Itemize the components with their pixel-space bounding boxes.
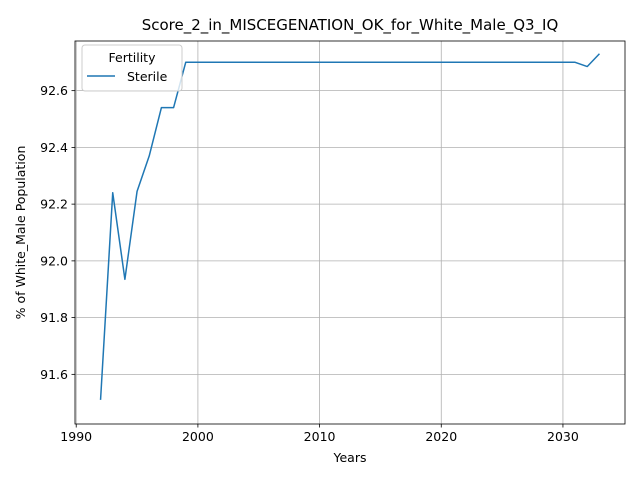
x-tick-label: 2000 — [182, 429, 214, 444]
series-line-sterile — [99, 53, 600, 400]
y-tick-label: 91.6 — [40, 367, 68, 382]
legend: Fertility Sterile — [81, 44, 183, 92]
y-tick-label: 92.2 — [40, 197, 68, 212]
x-tick-label: 2030 — [547, 429, 579, 444]
chart-title: Score_2_in_MISCEGENATION_OK_for_White_Ma… — [142, 16, 559, 35]
y-tick-label: 92.0 — [40, 253, 68, 268]
x-tick-label: 2010 — [304, 429, 336, 444]
x-axis-title: Years — [333, 450, 367, 465]
x-tick-label: 1990 — [60, 429, 92, 444]
legend-label-sterile: Sterile — [127, 69, 168, 84]
y-tick-label: 92.6 — [40, 83, 68, 98]
y-tick-label: 91.8 — [40, 310, 68, 325]
series-layer — [99, 53, 600, 400]
legend-box — [81, 44, 183, 92]
plot-frame — [74, 40, 626, 425]
grid — [75, 41, 625, 424]
ticks: 1990 2000 2010 2020 2030 91.6 91.8 92.0 92.2 92.4… — [40, 83, 579, 444]
y-axis-title: % of White_Male Population — [13, 146, 28, 320]
legend-title: Fertility — [109, 50, 157, 65]
x-tick-label: 2020 — [425, 429, 457, 444]
y-tick-label: 92.4 — [40, 140, 68, 155]
